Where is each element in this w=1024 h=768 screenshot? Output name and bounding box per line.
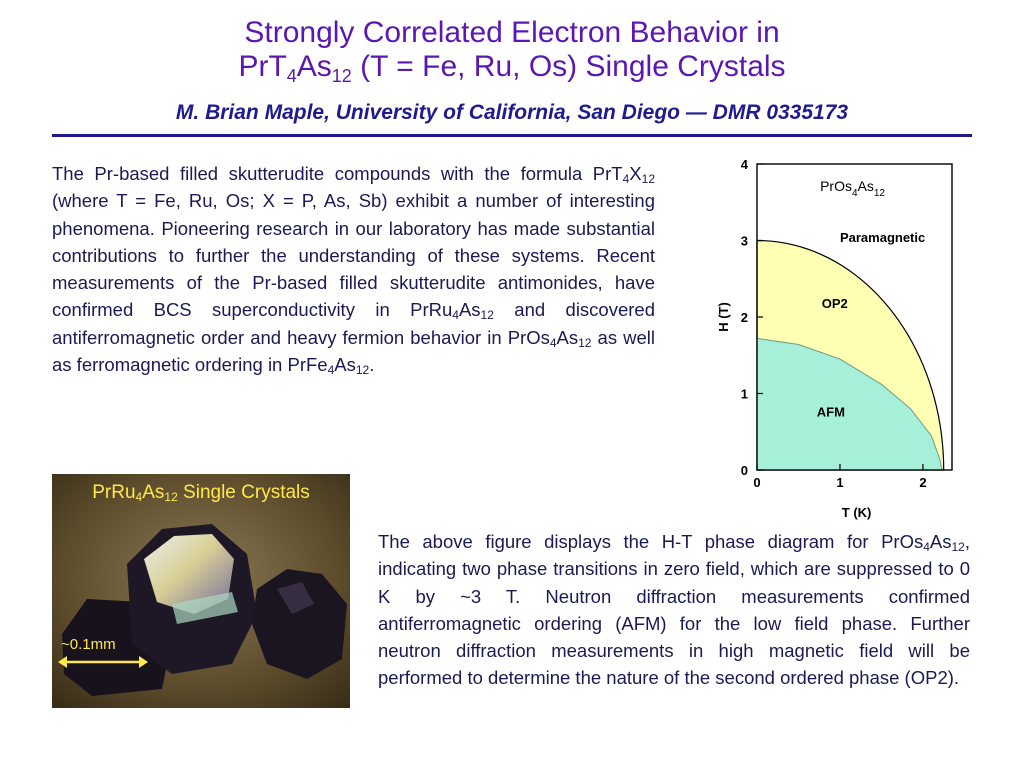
title-line-2: PrT4As12 (T = Fe, Ru, Os) Single Crystal…: [238, 50, 786, 86]
x-tick-label: 1: [836, 475, 843, 490]
y-tick-label: 3: [741, 234, 748, 249]
slide-title: Strongly Correlated Electron Behavior in…: [0, 16, 1024, 86]
op2-label: OP2: [822, 296, 848, 311]
phase-diagram: 0 1 2 3 4 0 1 2 T (K) H (T) PrOs4As12 Paramagnetic O…: [705, 148, 965, 524]
y-tick-label: 0: [741, 463, 748, 478]
scale-bar: [58, 656, 148, 668]
phase-diagram-svg: 0 1 2 3 4 0 1 2 T (K) H (T) PrOs4As12 Paramagnetic O…: [716, 157, 953, 520]
afm-region: [756, 337, 943, 471]
figure-description-paragraph: The above figure displays the H-T phase …: [378, 531, 970, 689]
crystal-image: [52, 474, 350, 708]
afm-label: AFM: [817, 404, 845, 419]
y-tick-label: 2: [741, 310, 748, 325]
paramagnetic-label: Paramagnetic: [840, 230, 925, 245]
y-axis-label: H (T): [716, 302, 731, 332]
compound-label: PrOs4As12: [820, 178, 885, 199]
photo-caption: PrRu4As12 Single Crystals: [92, 482, 310, 504]
x-axis-label: T (K): [842, 505, 872, 520]
crystal-photo: PrRu4As12 Single Crystals ~0.1mm: [52, 474, 350, 708]
title-line-1: Strongly Correlated Electron Behavior in: [244, 16, 780, 49]
y-tick-label: 1: [741, 387, 748, 402]
x-tick-label: 0: [753, 475, 760, 490]
author-line: M. Brian Maple, University of California…: [175, 101, 849, 124]
y-tick-label: 4: [741, 157, 749, 172]
intro-paragraph: The Pr-based filled skutterudite compoun…: [52, 163, 655, 378]
x-tick-label: 2: [919, 475, 926, 490]
scale-bar-label: ~0.1mm: [61, 636, 116, 653]
title-divider: [52, 134, 972, 137]
